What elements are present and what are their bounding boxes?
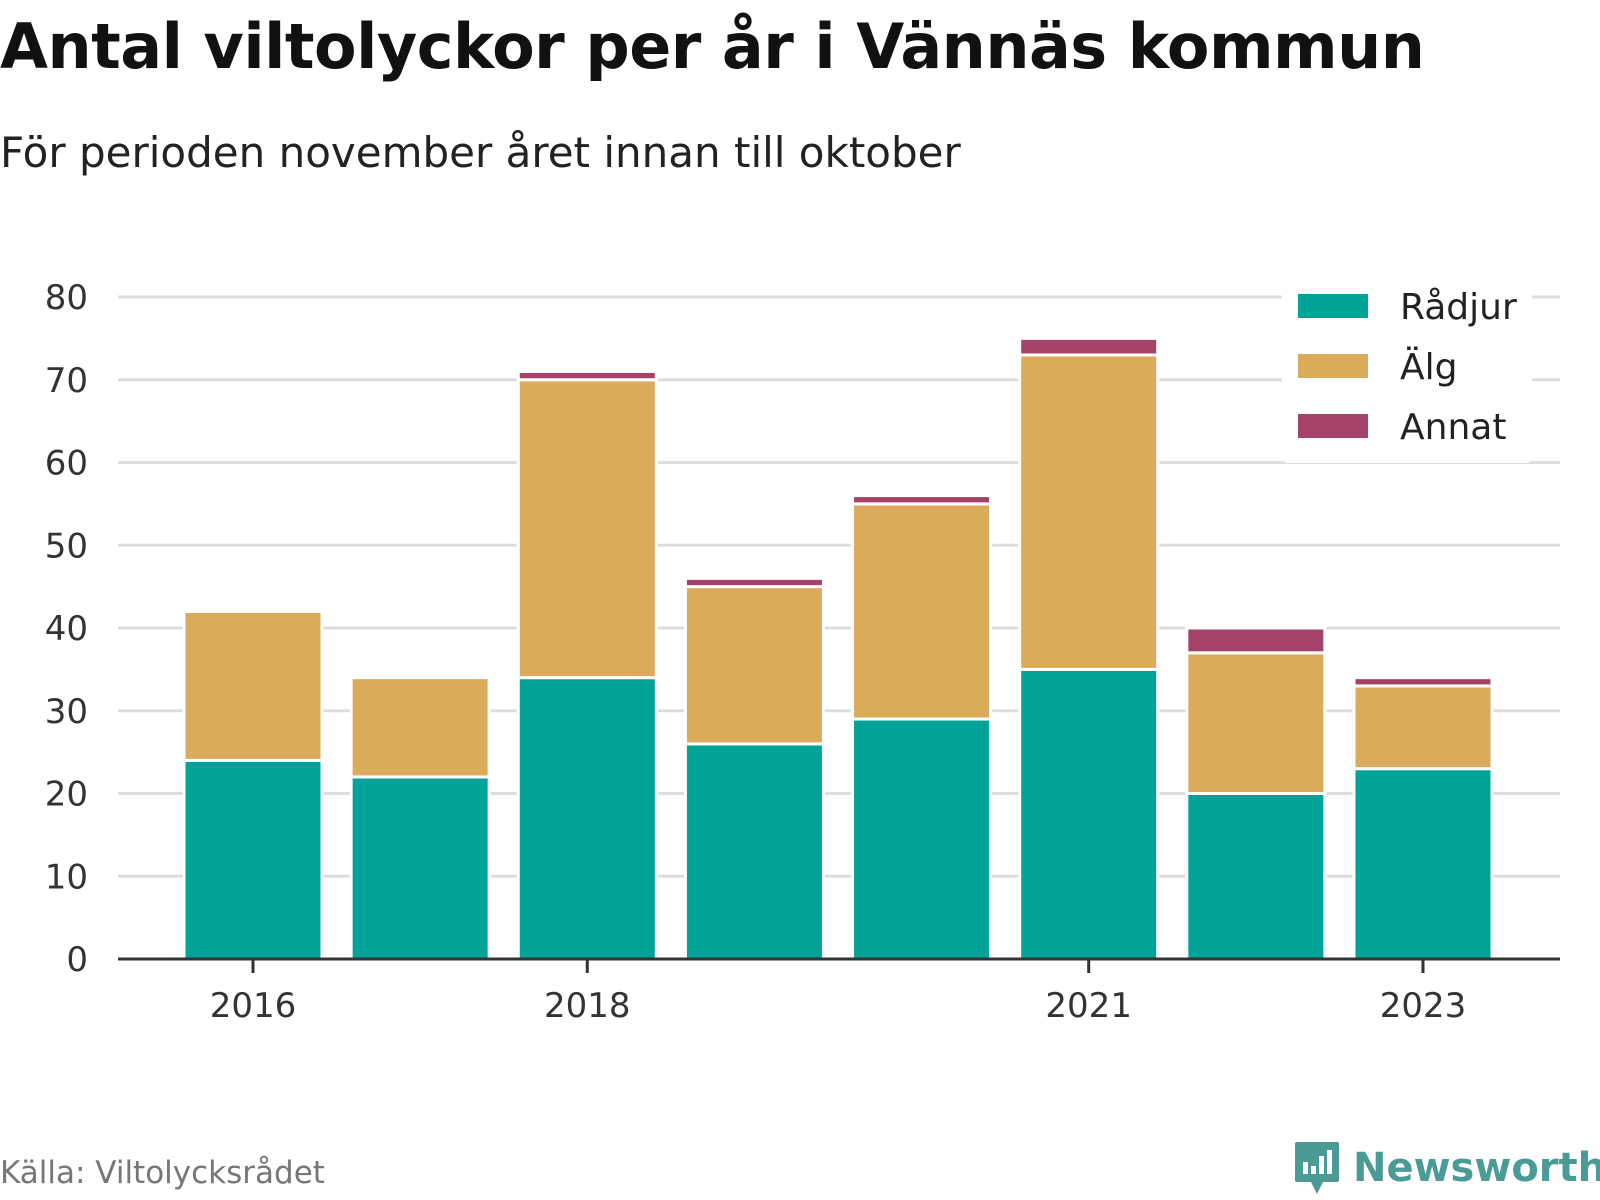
bar-annat-2022 xyxy=(1185,626,1327,655)
source-note: Källa: Viltolycksrådet xyxy=(0,1155,325,1191)
legend-swatch-annat xyxy=(1298,414,1368,438)
chart-title: Antal viltolyckor per år i Vännäs kommun xyxy=(0,10,1425,83)
legend-label: Rådjur xyxy=(1400,287,1517,328)
bar-älg-2016 xyxy=(182,609,324,762)
bar-rådjur-2021 xyxy=(1018,667,1160,961)
bar-älg-2020 xyxy=(851,502,993,721)
bar-älg-2021 xyxy=(1018,353,1160,671)
x-tick-label: 2016 xyxy=(210,986,297,1026)
bar-annat-2023 xyxy=(1352,676,1494,688)
bar-rådjur-2023 xyxy=(1352,767,1494,961)
x-tick-label: 2021 xyxy=(1045,986,1132,1026)
bar-rådjur-2018 xyxy=(516,676,658,961)
y-tick-label: 10 xyxy=(45,857,88,897)
bar-annat-2019 xyxy=(683,576,825,589)
bar-älg-2023 xyxy=(1352,684,1494,771)
legend-swatch-rådjur xyxy=(1298,294,1368,318)
bar-rådjur-2017 xyxy=(349,775,491,961)
bar-rådjur-2019 xyxy=(683,742,825,961)
y-tick-label: 30 xyxy=(45,692,88,732)
chart: 0 10 20 30 40 50 60 70 80 2016 2018 2021 2023 Rådjur Ä… xyxy=(45,278,1560,1026)
brand-name: Newsworthy xyxy=(1353,1145,1600,1191)
legend-label: Annat xyxy=(1400,407,1506,448)
x-tick-label: 2023 xyxy=(1380,986,1467,1026)
bar-annat-2018 xyxy=(516,369,658,382)
bar-rådjur-2022 xyxy=(1185,792,1327,961)
y-tick-label: 20 xyxy=(45,775,88,815)
bar-rådjur-2020 xyxy=(851,717,993,961)
legend-label: Älg xyxy=(1400,346,1457,388)
bar-älg-2018 xyxy=(516,378,658,680)
y-tick-label: 60 xyxy=(45,444,88,484)
x-tick-label: 2018 xyxy=(544,986,631,1026)
bar-älg-2022 xyxy=(1185,651,1327,796)
bar-älg-2019 xyxy=(683,585,825,746)
bar-annat-2021 xyxy=(1018,336,1160,357)
y-tick-label: 0 xyxy=(66,940,88,980)
bar-annat-2020 xyxy=(851,494,993,506)
bar-rådjur-2016 xyxy=(182,758,324,961)
brand-logo: Newsworthy xyxy=(1293,1140,1600,1196)
y-tick-label: 40 xyxy=(45,609,88,649)
bar-älg-2017 xyxy=(349,676,491,779)
y-tick-label: 70 xyxy=(45,361,88,401)
legend-swatch-älg xyxy=(1298,354,1368,378)
y-tick-label: 50 xyxy=(45,526,88,566)
newsworthy-logo-icon xyxy=(1295,1142,1339,1194)
y-tick-label: 80 xyxy=(45,278,88,318)
chart-subtitle: För perioden november året innan till ok… xyxy=(0,128,961,177)
